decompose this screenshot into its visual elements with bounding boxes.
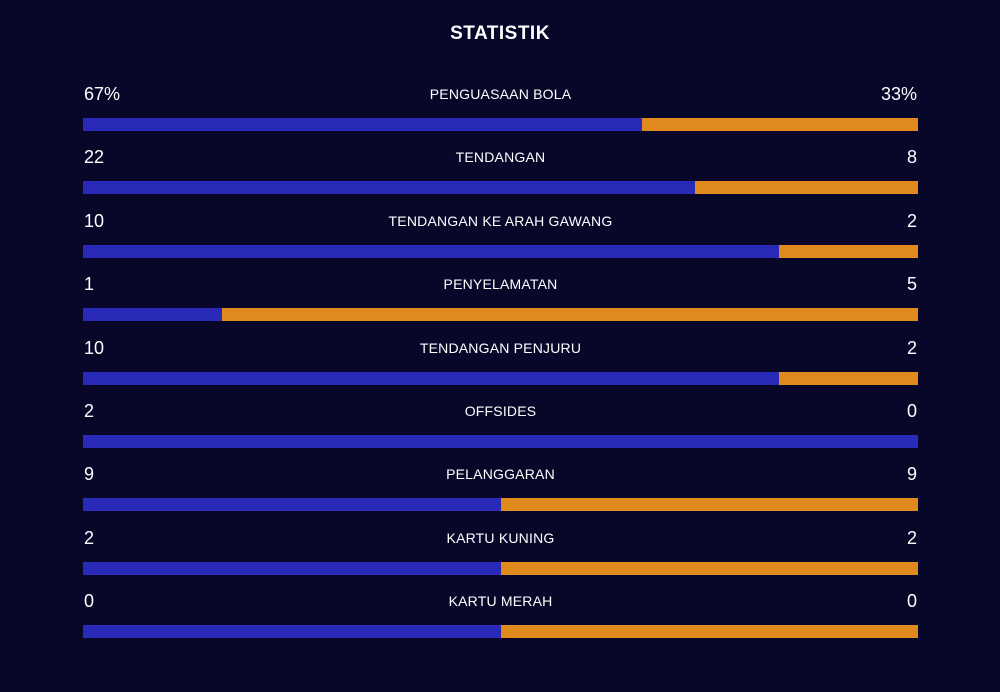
away-value: 5 <box>906 274 917 295</box>
home-bar-fill <box>83 308 223 322</box>
home-bar-fill <box>83 561 501 575</box>
stat-label: PENGUASAAN BOLA <box>429 86 572 102</box>
stat-label: PENYELAMATAN <box>443 276 558 293</box>
home-value: 10 <box>84 337 105 358</box>
home-value: 2 <box>84 400 95 421</box>
home-value: 9 <box>84 464 95 485</box>
stat-row-yellow-cards: 2 KARTU KUNING 2 <box>83 524 918 587</box>
stat-label: KARTU KUNING <box>446 529 555 546</box>
away-value: 0 <box>906 400 917 421</box>
stat-row-possession: 67% PENGUASAAN BOLA 33% <box>83 80 918 143</box>
home-bar-fill <box>83 625 501 639</box>
stat-row-shots: 22 TENDANGAN 8 <box>83 143 918 206</box>
away-value: 2 <box>906 210 917 231</box>
home-bar-fill <box>83 434 918 448</box>
home-value: 1 <box>84 274 95 295</box>
comparison-bar <box>83 498 918 512</box>
comparison-bar <box>83 434 918 448</box>
home-value: 67% <box>84 84 121 104</box>
comparison-bar <box>83 625 918 639</box>
stat-label: KARTU MERAH <box>448 593 553 610</box>
home-bar-fill <box>83 181 696 195</box>
comparison-bar <box>83 181 918 195</box>
stat-row-saves: 1 PENYELAMATAN 5 <box>83 270 918 333</box>
away-value: 9 <box>906 464 917 485</box>
comparison-bar <box>83 118 918 131</box>
away-value: 8 <box>906 147 917 168</box>
away-value: 2 <box>906 527 917 548</box>
stat-label: TENDANGAN PENJURU <box>419 339 582 356</box>
stat-label: OFFSIDES <box>464 402 537 419</box>
stat-row-offsides: 2 OFFSIDES 0 <box>83 397 918 460</box>
comparison-bar <box>83 244 918 258</box>
home-bar-fill <box>83 244 779 258</box>
away-value: 2 <box>906 337 917 358</box>
stat-row-shots-on-target: 10 TENDANGAN KE ARAH GAWANG 2 <box>83 207 918 270</box>
comparison-bar <box>83 561 918 575</box>
away-value: 0 <box>906 591 917 612</box>
comparison-bar <box>83 371 918 385</box>
home-value: 2 <box>84 527 95 548</box>
stat-row-red-cards: 0 KARTU MERAH 0 <box>83 587 918 650</box>
stat-label: TENDANGAN <box>455 149 546 166</box>
home-bar-fill <box>83 371 779 385</box>
home-value: 0 <box>84 591 95 612</box>
home-bar-fill <box>83 118 643 131</box>
stat-row-corners: 10 TENDANGAN PENJURU 2 <box>83 334 918 397</box>
stat-row-fouls: 9 PELANGGARAN 9 <box>83 460 918 523</box>
stat-label: PELANGGARAN <box>446 466 555 483</box>
stats-title: STATISTIK <box>450 23 550 44</box>
home-bar-fill <box>83 498 501 512</box>
home-value: 10 <box>84 210 105 231</box>
away-value: 33% <box>880 84 917 104</box>
stat-label: TENDANGAN KE ARAH GAWANG <box>388 212 613 229</box>
comparison-bar <box>83 308 918 322</box>
home-value: 22 <box>84 147 105 168</box>
stats-list: 67% PENGUASAAN BOLA 33% 22 TENDANGAN 8 1… <box>83 80 918 651</box>
